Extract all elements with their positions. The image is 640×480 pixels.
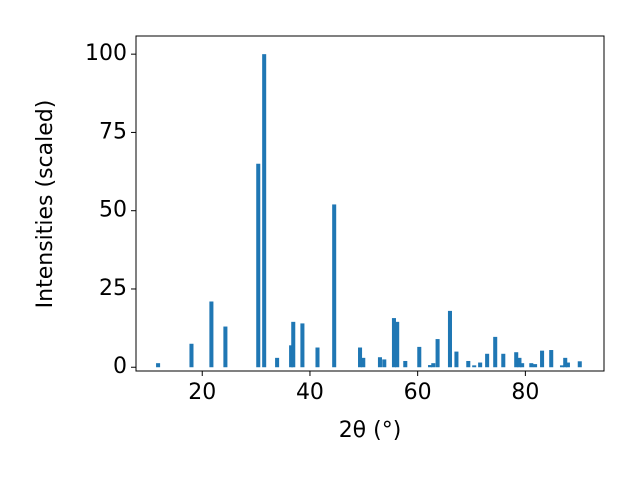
y-tick-label: 25 [99, 276, 127, 301]
bar [565, 362, 570, 368]
bar [300, 323, 305, 368]
bar [417, 346, 422, 368]
bar [520, 363, 525, 368]
bar [428, 365, 433, 368]
bar [391, 318, 396, 368]
bar [382, 359, 387, 368]
bar [291, 321, 296, 368]
bar [501, 353, 506, 368]
bar [466, 360, 471, 368]
bar [533, 364, 538, 368]
bar [559, 365, 565, 368]
bar [577, 361, 582, 368]
bar [540, 350, 545, 368]
bar [517, 357, 522, 368]
bar [403, 360, 408, 368]
plot-frame [135, 35, 605, 372]
bar [549, 350, 554, 368]
bar [395, 321, 400, 368]
bar [315, 347, 320, 368]
bar [361, 357, 366, 368]
bar [275, 357, 280, 368]
y-axis-label: Intensities (scaled) [33, 100, 58, 309]
y-tick-label: 100 [85, 41, 127, 66]
bar [563, 357, 568, 368]
bar [485, 353, 490, 368]
bar [209, 301, 214, 368]
bar [358, 347, 363, 368]
bar [289, 345, 294, 368]
bar [256, 163, 261, 368]
bar [377, 357, 382, 368]
bar [514, 352, 519, 368]
bar [262, 54, 267, 368]
bar [529, 363, 534, 368]
bar [189, 343, 194, 368]
bar [156, 363, 161, 368]
bar [447, 310, 452, 368]
y-tick-label: 0 [113, 354, 127, 379]
x-tick-label: 60 [404, 380, 432, 405]
x-tick-label: 40 [296, 380, 324, 405]
bar [478, 362, 483, 368]
bar [223, 326, 228, 368]
bar [435, 339, 440, 368]
x-axis-label: 2θ (°) [339, 418, 402, 443]
bar [332, 204, 337, 368]
bar [493, 336, 498, 368]
bar [431, 363, 436, 368]
y-tick-label: 50 [99, 198, 127, 223]
y-tick-label: 75 [99, 119, 127, 144]
x-tick-label: 80 [511, 380, 539, 405]
bar [472, 365, 477, 368]
x-tick-label: 20 [188, 380, 216, 405]
bar [454, 351, 459, 368]
